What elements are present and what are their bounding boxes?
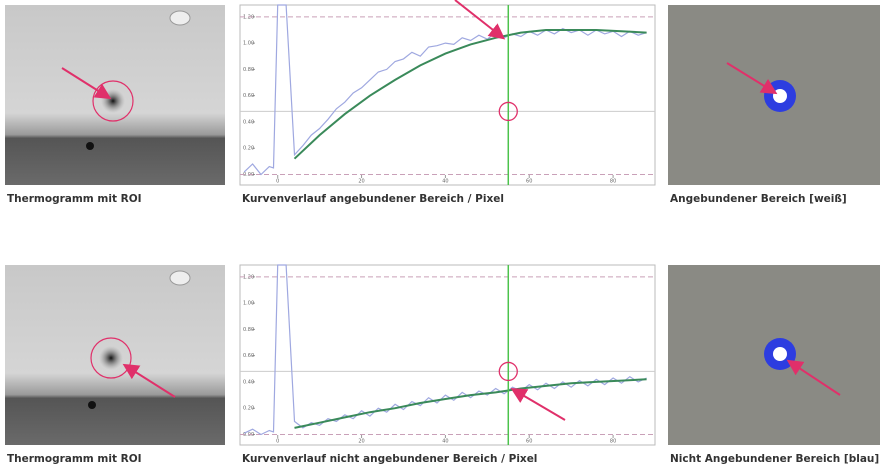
plot-frame — [239, 4, 656, 186]
x-tick-label: 20 — [358, 179, 364, 185]
data-line — [294, 378, 647, 429]
region-image — [668, 265, 880, 445]
y-tick-label: 0.40 — [243, 379, 254, 385]
cursor-marker — [498, 101, 518, 122]
x-tick-label: 40 — [442, 439, 448, 445]
x-tick-label: 60 — [526, 439, 532, 445]
x-tick-label: 0 — [276, 439, 279, 445]
caption: Thermogramm mit ROI — [7, 193, 142, 205]
x-tick-label: 60 — [526, 179, 532, 185]
y-tick-label: 0.80 — [243, 67, 254, 73]
y-tick-label: 0.40 — [243, 119, 254, 125]
y-tick-label: 0.60 — [243, 93, 254, 99]
x-tick-label: 0 — [276, 179, 279, 185]
x-tick-label: 80 — [610, 439, 616, 445]
plot-frame — [239, 264, 656, 446]
chart-title: Kurvenverlauf angebundener Bereich / Pix… — [242, 193, 504, 205]
caption: Thermogramm mit ROI — [7, 453, 142, 465]
x-tick-label: 80 — [610, 179, 616, 185]
annotation-arrow — [454, 0, 506, 40]
caption: Angebundener Bereich [weiß] — [670, 193, 847, 205]
y-tick-label: 0.60 — [243, 353, 254, 359]
thermogram-image — [5, 5, 225, 185]
data-line — [293, 29, 647, 160]
cursor-marker — [498, 361, 518, 382]
y-tick-label: 0.20 — [243, 406, 254, 412]
y-tick-label: 0.20 — [243, 146, 254, 152]
x-tick-label: 20 — [358, 439, 364, 445]
annotation-arrow — [510, 387, 566, 421]
y-tick-label: 0.80 — [243, 327, 254, 333]
chart-title: Kurvenverlauf nicht angebundener Bereich… — [242, 453, 537, 465]
thermogram-image — [5, 265, 225, 445]
region-image — [668, 5, 880, 185]
y-tick-label: 1.00 — [243, 301, 254, 307]
caption: Nicht Angebundener Bereich [blau] — [670, 453, 879, 465]
y-tick-label: 1.00 — [243, 41, 254, 47]
x-tick-label: 40 — [442, 179, 448, 185]
